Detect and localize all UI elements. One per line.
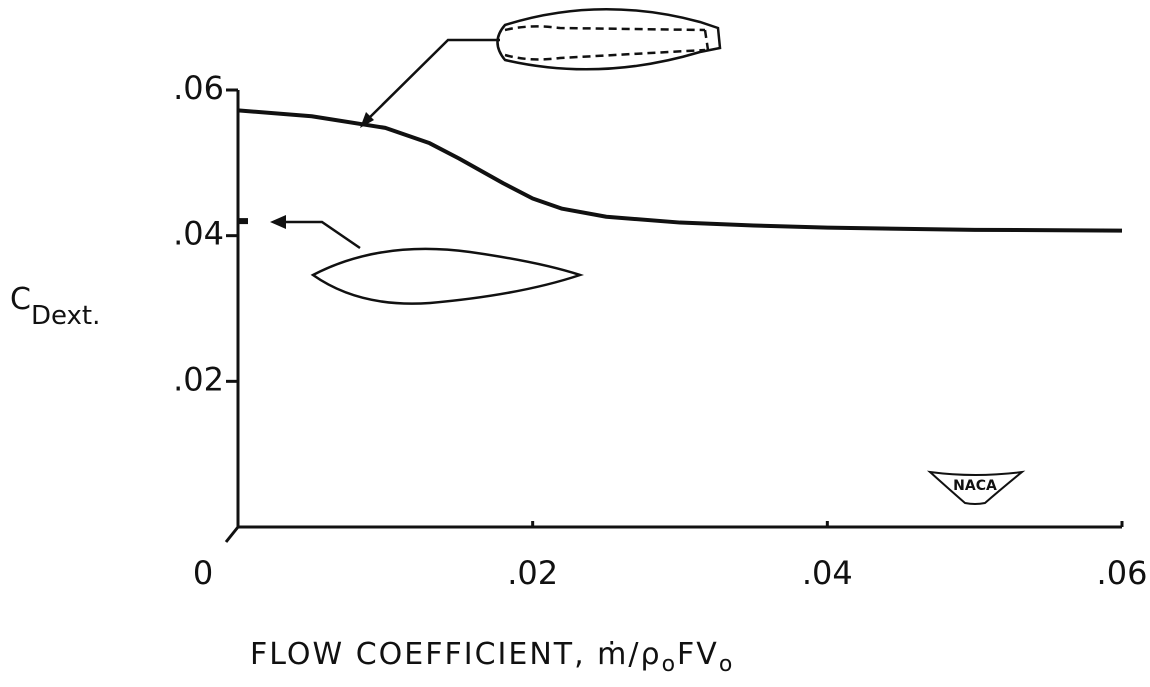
x-tick-label: .06 bbox=[1097, 554, 1148, 592]
x-label-sub: o bbox=[662, 652, 677, 677]
naca-logo: NACA bbox=[926, 470, 1026, 505]
y-axis-label: CDext. bbox=[10, 282, 100, 331]
airfoil-sketch bbox=[270, 215, 584, 305]
x-label-part: FLOW COEFFICIENT, ṁ/ρ bbox=[250, 637, 662, 672]
curve bbox=[237, 108, 1123, 233]
x-tick-label: .04 bbox=[802, 554, 853, 592]
y-tick-label: .04 bbox=[173, 215, 224, 253]
y-tick-label: .06 bbox=[173, 69, 224, 107]
x-tick-label: .02 bbox=[507, 554, 558, 592]
x-label-sub: o bbox=[719, 652, 734, 677]
x-tick-label: 0 bbox=[193, 554, 213, 592]
ducted-body-sketch bbox=[360, 7, 722, 128]
y-tick-label: .02 bbox=[173, 360, 224, 398]
x-label-part: FV bbox=[677, 637, 719, 672]
point-marker bbox=[238, 218, 248, 225]
y-label-sub: Dext. bbox=[31, 301, 100, 331]
y-label-main: C bbox=[10, 282, 31, 317]
axis-corner bbox=[224, 526, 240, 543]
x-axis-label: FLOW COEFFICIENT, ṁ/ρoFVo bbox=[250, 637, 734, 678]
logo-text: NACA bbox=[953, 478, 997, 494]
